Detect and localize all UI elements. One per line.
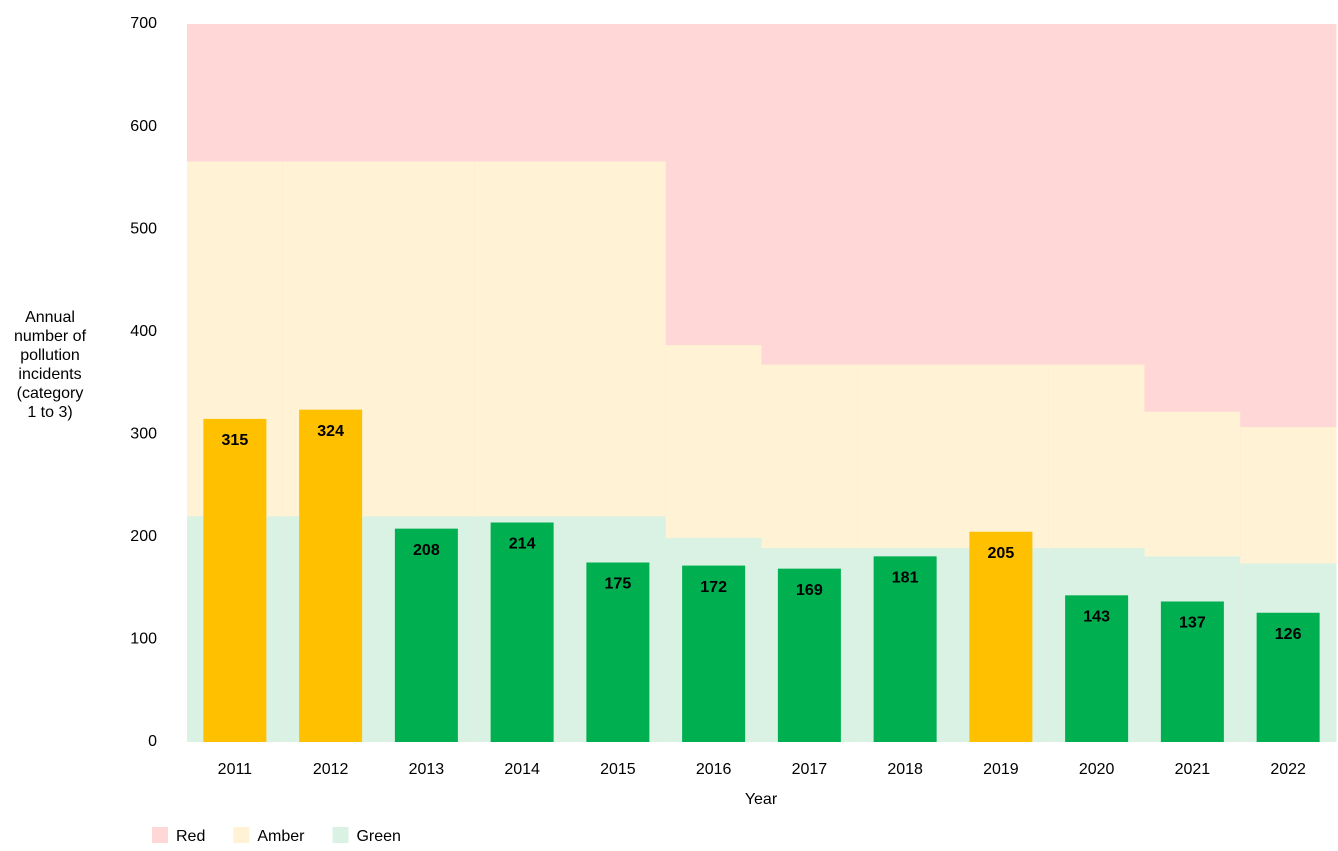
y-tick-label: 300 — [130, 426, 157, 443]
bar — [682, 565, 746, 742]
legend-label: Green — [356, 828, 400, 845]
value-label: 143 — [1083, 609, 1110, 626]
y-tick-label: 700 — [130, 15, 157, 32]
value-label: 315 — [222, 432, 249, 449]
value-label: 169 — [796, 582, 823, 599]
x-tick-label: 2016 — [696, 761, 732, 778]
bar — [969, 531, 1033, 742]
value-label: 137 — [1179, 615, 1206, 632]
x-tick-label: 2011 — [218, 761, 253, 778]
legend-swatch — [152, 827, 168, 843]
value-label: 324 — [317, 423, 344, 440]
bar — [1065, 595, 1129, 742]
x-tick-label: 2015 — [600, 761, 636, 778]
x-tick-label: 2014 — [504, 761, 540, 778]
bar — [777, 568, 841, 742]
value-label: 175 — [605, 576, 632, 593]
x-tick-label: 2013 — [409, 761, 445, 778]
x-tick-label: 2019 — [983, 761, 1019, 778]
value-label: 205 — [988, 545, 1015, 562]
value-label: 214 — [509, 536, 536, 553]
y-tick-label: 600 — [130, 118, 157, 135]
legend-swatch — [233, 827, 250, 843]
x-tick-label: 2018 — [887, 761, 923, 778]
x-tick-label: 2020 — [1079, 761, 1115, 778]
bar — [873, 556, 937, 742]
y-tick-label: 400 — [130, 323, 157, 340]
y-tick-label: 0 — [148, 733, 157, 750]
bar — [299, 409, 363, 742]
bar — [586, 562, 650, 742]
legend-label: Red — [176, 828, 205, 845]
legend-label: Amber — [257, 828, 305, 845]
value-label: 126 — [1275, 626, 1302, 643]
y-tick-label: 200 — [130, 528, 157, 545]
bar — [490, 522, 554, 742]
y-tick-label: 500 — [130, 220, 157, 237]
value-label: 208 — [413, 542, 440, 559]
x-tick-label: 2021 — [1175, 761, 1211, 778]
x-axis-title: Year — [745, 791, 778, 808]
legend-swatch — [332, 827, 349, 843]
x-tick-label: 2012 — [313, 761, 349, 778]
value-label: 172 — [700, 579, 727, 596]
bar — [394, 528, 458, 742]
x-tick-label: 2017 — [792, 761, 828, 778]
bar — [1256, 612, 1320, 742]
value-label: 181 — [892, 570, 919, 587]
y-axis-title: Annual number of pollution incidents (ca… — [13, 309, 87, 421]
y-tick-label: 100 — [130, 631, 157, 648]
bar — [203, 418, 267, 742]
x-tick-label: 2022 — [1270, 761, 1306, 778]
bar — [1160, 601, 1224, 742]
